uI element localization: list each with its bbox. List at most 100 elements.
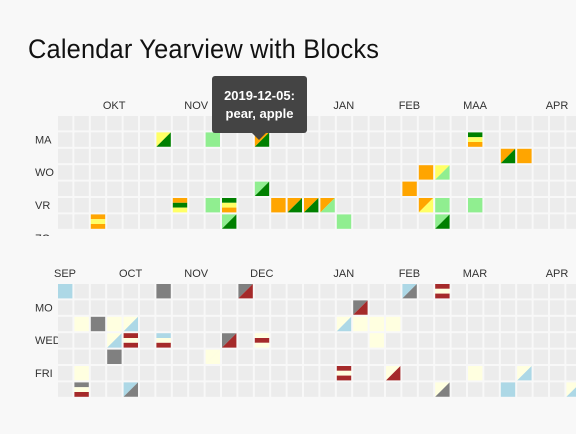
day-cell[interactable] (156, 148, 171, 164)
day-cell[interactable] (336, 284, 352, 299)
day-cell[interactable] (336, 198, 352, 213)
day-cell[interactable] (205, 132, 220, 147)
day-cell[interactable] (500, 181, 516, 196)
day-cell[interactable] (484, 349, 499, 364)
day-cell[interactable] (254, 198, 270, 213)
day-cell[interactable] (287, 366, 302, 381)
day-cell[interactable] (550, 132, 565, 147)
day-cell[interactable] (517, 349, 532, 364)
day-cell[interactable] (550, 382, 565, 397)
day-cell[interactable] (222, 382, 237, 397)
day-cell[interactable] (336, 333, 352, 348)
day-cell[interactable] (468, 132, 483, 147)
day-cell[interactable] (517, 284, 532, 299)
day-cell[interactable] (353, 366, 368, 381)
day-cell[interactable] (336, 316, 352, 332)
day-cell[interactable] (517, 116, 532, 131)
day-cell[interactable] (418, 333, 434, 348)
day-cell[interactable] (222, 181, 237, 196)
day-cell[interactable] (336, 181, 352, 196)
day-cell[interactable] (468, 198, 483, 213)
day-cell[interactable] (435, 165, 450, 180)
day-cell[interactable] (320, 214, 335, 229)
day-cell[interactable] (222, 132, 237, 147)
day-cell[interactable] (435, 132, 450, 147)
day-cell[interactable] (517, 382, 532, 397)
day-cell[interactable] (517, 132, 532, 147)
day-cell[interactable] (58, 214, 73, 229)
day-cell[interactable] (484, 132, 499, 147)
day-cell[interactable] (254, 349, 270, 364)
day-cell[interactable] (189, 333, 204, 348)
day-cell[interactable] (336, 148, 352, 164)
day-cell[interactable] (271, 333, 286, 348)
day-cell[interactable] (123, 382, 138, 397)
day-cell[interactable] (74, 300, 89, 315)
day-cell[interactable] (566, 116, 576, 131)
day-cell[interactable] (353, 300, 368, 315)
day-cell[interactable] (533, 181, 548, 196)
day-cell[interactable] (90, 366, 106, 381)
day-cell[interactable] (205, 214, 220, 229)
day-cell[interactable] (58, 349, 73, 364)
day-cell[interactable] (484, 284, 499, 299)
day-cell[interactable] (271, 284, 286, 299)
day-cell[interactable] (500, 316, 516, 332)
day-cell[interactable] (123, 116, 138, 131)
day-cell[interactable] (320, 198, 335, 213)
day-cell[interactable] (402, 366, 417, 381)
day-cell[interactable] (418, 198, 434, 213)
day-cell[interactable] (566, 316, 576, 332)
day-cell[interactable] (123, 181, 138, 196)
day-cell[interactable] (90, 333, 106, 348)
day-cell[interactable] (238, 366, 253, 381)
day-cell[interactable] (320, 366, 335, 381)
day-cell[interactable] (172, 349, 188, 364)
day-cell[interactable] (58, 165, 73, 180)
day-cell[interactable] (418, 148, 434, 164)
day-cell[interactable] (484, 316, 499, 332)
day-cell[interactable] (320, 284, 335, 299)
day-cell[interactable] (271, 214, 286, 229)
day-cell[interactable] (172, 165, 188, 180)
day-cell[interactable] (189, 284, 204, 299)
day-cell[interactable] (74, 132, 89, 147)
day-cell[interactable] (304, 116, 319, 131)
day-cell[interactable] (172, 214, 188, 229)
day-cell[interactable] (386, 132, 401, 147)
day-cell[interactable] (435, 316, 450, 332)
day-cell[interactable] (386, 181, 401, 196)
day-cell[interactable] (435, 333, 450, 348)
day-cell[interactable] (271, 198, 286, 213)
day-cell[interactable] (74, 349, 89, 364)
day-cell[interactable] (189, 382, 204, 397)
day-cell[interactable] (287, 198, 302, 213)
day-cell[interactable] (189, 349, 204, 364)
day-cell[interactable] (369, 116, 384, 131)
day-cell[interactable] (451, 148, 466, 164)
day-cell[interactable] (468, 214, 483, 229)
day-cell[interactable] (517, 366, 532, 381)
day-cell[interactable] (500, 284, 516, 299)
day-cell[interactable] (468, 148, 483, 164)
day-cell[interactable] (533, 198, 548, 213)
day-cell[interactable] (484, 181, 499, 196)
day-cell[interactable] (74, 116, 89, 131)
day-cell[interactable] (566, 300, 576, 315)
day-cell[interactable] (222, 165, 237, 180)
day-cell[interactable] (533, 148, 548, 164)
day-cell[interactable] (172, 148, 188, 164)
day-cell[interactable] (566, 349, 576, 364)
day-cell[interactable] (74, 148, 89, 164)
day-cell[interactable] (172, 300, 188, 315)
day-cell[interactable] (320, 132, 335, 147)
day-cell[interactable] (320, 181, 335, 196)
day-cell[interactable] (156, 366, 171, 381)
day-cell[interactable] (123, 366, 138, 381)
day-cell[interactable] (107, 366, 122, 381)
day-cell[interactable] (156, 300, 171, 315)
day-cell[interactable] (222, 366, 237, 381)
day-cell[interactable] (435, 366, 450, 381)
day-cell[interactable] (74, 366, 89, 381)
day-cell[interactable] (566, 366, 576, 381)
